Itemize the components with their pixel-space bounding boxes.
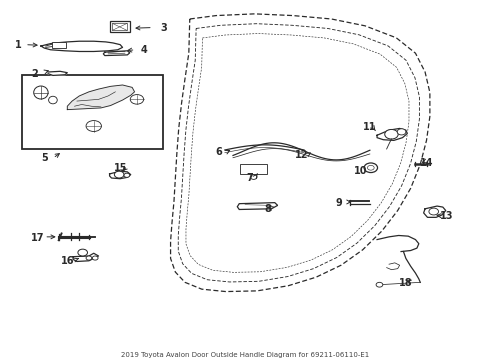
Text: 12: 12: [295, 150, 308, 160]
Circle shape: [368, 165, 374, 170]
Text: 8: 8: [265, 204, 271, 215]
Text: 4: 4: [141, 45, 147, 55]
Polygon shape: [237, 203, 278, 210]
Polygon shape: [73, 253, 98, 261]
Text: 2019 Toyota Avalon Door Outside Handle Diagram for 69211-06110-E1: 2019 Toyota Avalon Door Outside Handle D…: [121, 352, 369, 358]
Text: 15: 15: [114, 163, 128, 173]
Polygon shape: [377, 129, 407, 140]
Bar: [22, 76, 163, 149]
Text: 9: 9: [335, 198, 342, 208]
Bar: [52, 42, 66, 48]
Circle shape: [124, 173, 130, 177]
Text: 6: 6: [215, 147, 222, 157]
Circle shape: [397, 129, 406, 135]
Ellipse shape: [34, 86, 48, 99]
Text: 17: 17: [31, 233, 44, 243]
Circle shape: [92, 256, 98, 260]
Text: 5: 5: [41, 153, 48, 163]
Bar: [240, 164, 267, 174]
Text: 11: 11: [363, 122, 377, 132]
Circle shape: [86, 121, 101, 131]
Text: 7: 7: [246, 173, 253, 183]
Circle shape: [250, 175, 257, 179]
Circle shape: [429, 208, 439, 215]
Ellipse shape: [49, 96, 57, 104]
Text: 10: 10: [353, 166, 367, 176]
Polygon shape: [67, 85, 135, 110]
Circle shape: [376, 282, 383, 287]
Text: 1: 1: [15, 40, 22, 50]
Text: 16: 16: [61, 256, 74, 266]
Text: 3: 3: [160, 23, 167, 32]
Text: 2: 2: [31, 69, 38, 79]
Circle shape: [86, 256, 92, 260]
Circle shape: [364, 163, 377, 172]
Bar: [110, 21, 130, 32]
Polygon shape: [48, 71, 67, 76]
Polygon shape: [424, 206, 446, 217]
Circle shape: [78, 249, 88, 256]
Circle shape: [385, 130, 398, 139]
Circle shape: [114, 171, 124, 178]
Bar: [113, 23, 127, 30]
Circle shape: [130, 95, 144, 104]
Text: 14: 14: [420, 158, 433, 168]
Text: 13: 13: [440, 211, 453, 221]
Polygon shape: [110, 171, 131, 179]
Text: 18: 18: [399, 278, 413, 288]
